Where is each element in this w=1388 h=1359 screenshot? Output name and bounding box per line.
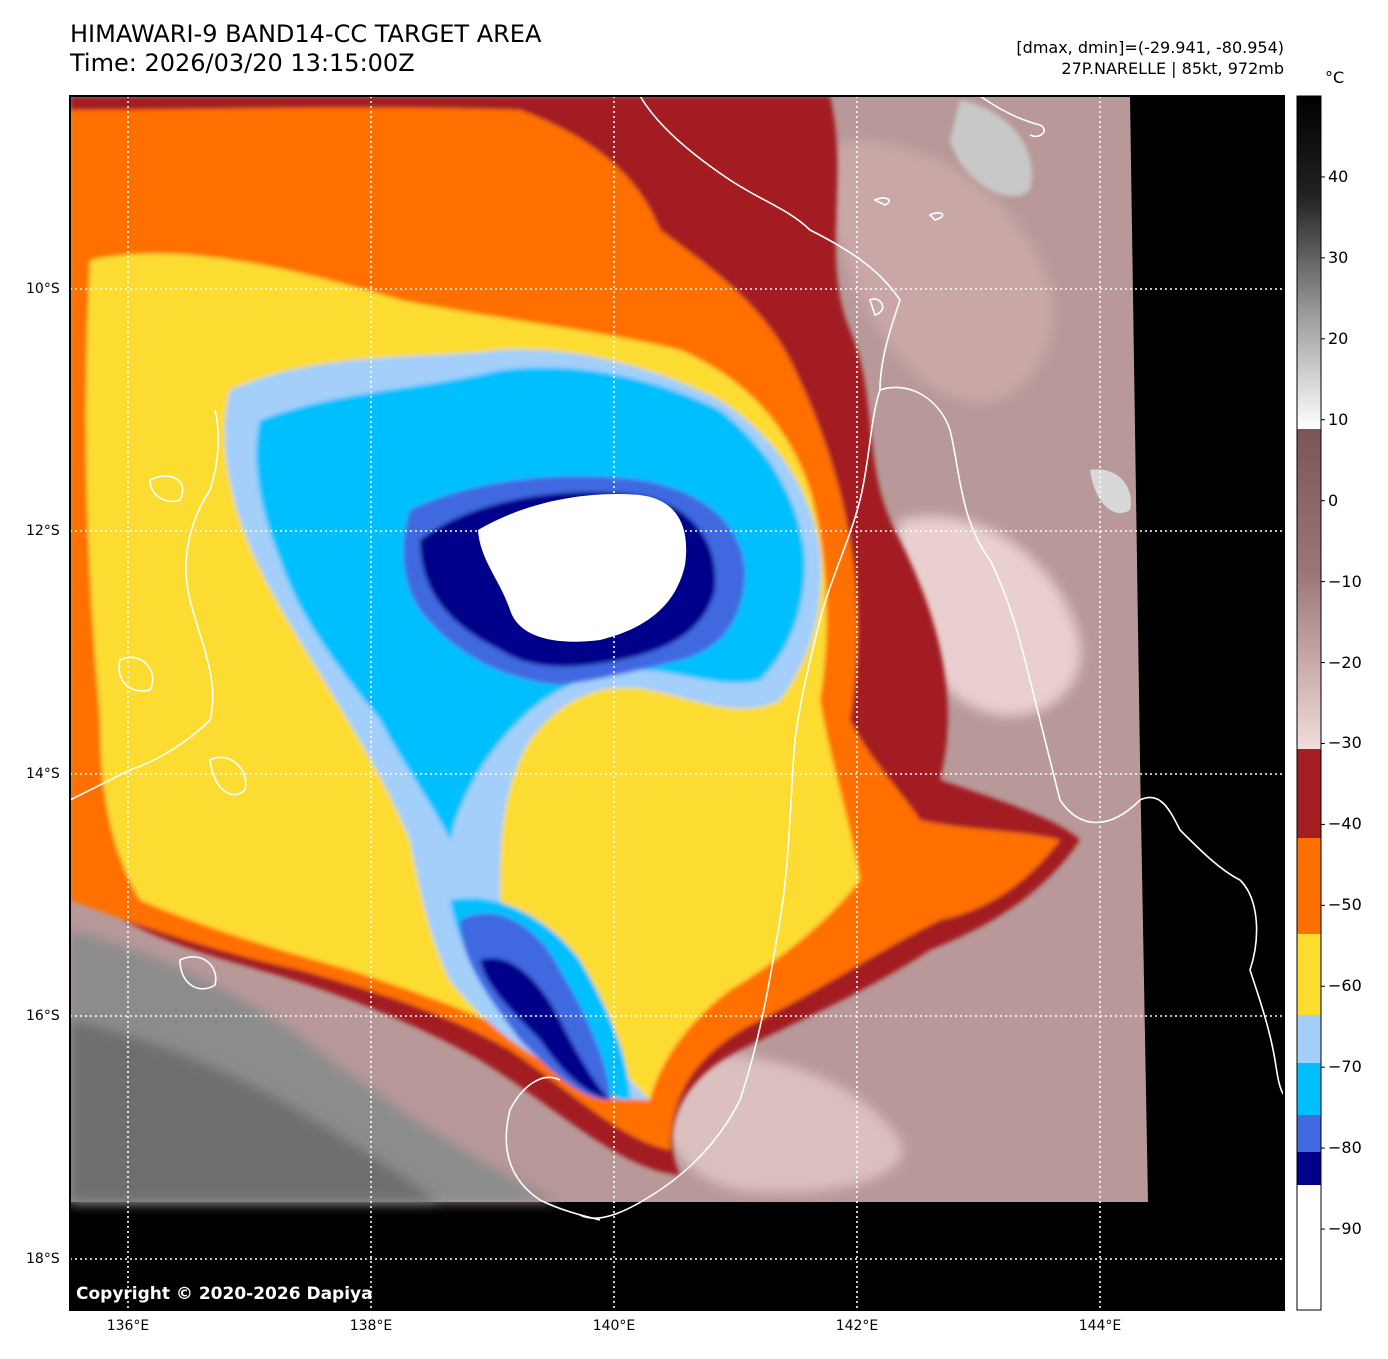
colorbar bbox=[1296, 95, 1325, 1311]
lon-label-136e: 136°E bbox=[106, 1318, 150, 1334]
colorbar-gray-segment bbox=[1297, 96, 1321, 429]
colorbar-tick-label: −80 bbox=[1328, 1138, 1362, 1158]
colorbar-royalblue-segment bbox=[1297, 1115, 1321, 1152]
colorbar-cyan-segment bbox=[1297, 1063, 1321, 1115]
valid-time: Time: 2026/03/20 13:15:00Z bbox=[70, 49, 415, 77]
colorbar-tick-label: −60 bbox=[1328, 976, 1362, 996]
gridlines bbox=[70, 96, 1284, 1310]
lat-label-10s: 10°S bbox=[26, 281, 60, 297]
colorbar-tick-label: −50 bbox=[1328, 895, 1362, 915]
map-frame bbox=[69, 95, 1285, 1311]
cloud-layer-minus84b bbox=[480, 958, 610, 1100]
land-surface-dark bbox=[70, 1020, 440, 1202]
colorbar-tick-label: 30 bbox=[1328, 247, 1349, 267]
colorbar-navy-segment bbox=[1297, 1152, 1321, 1185]
lat-label-14s: 14°S bbox=[26, 766, 60, 782]
colorbar-orange-segment bbox=[1297, 838, 1321, 934]
lat-label-16s: 16°S bbox=[26, 1008, 60, 1024]
meta-block: [dmax, dmin]=(-29.941, -80.954) 27P.NARE… bbox=[1016, 37, 1284, 79]
colorbar-brown-segment bbox=[1297, 429, 1321, 749]
imagery bbox=[70, 96, 1284, 1310]
colorbar-darkred-segment bbox=[1297, 749, 1321, 838]
lon-label-142e: 142°E bbox=[835, 1318, 879, 1334]
lon-label-144e: 144°E bbox=[1078, 1318, 1122, 1334]
colorbar-tick-label: 0 bbox=[1328, 490, 1339, 510]
colorbar-unit: °C bbox=[1325, 68, 1345, 87]
colorbar-tick-label: −70 bbox=[1328, 1057, 1362, 1077]
colorbar-tick-label: −40 bbox=[1328, 814, 1362, 834]
lat-label-18s: 18°S bbox=[26, 1251, 60, 1267]
colorbar-tick-label: 10 bbox=[1328, 409, 1349, 429]
colorbar-tick-label: −20 bbox=[1328, 652, 1362, 672]
colorbar-yellow-segment bbox=[1297, 934, 1321, 1015]
colorbar-tick-label: 40 bbox=[1328, 166, 1349, 186]
colorbar-lightblue-segment bbox=[1297, 1015, 1321, 1063]
colorbar-frame bbox=[1296, 95, 1322, 1311]
colorbar-tick-label: −90 bbox=[1328, 1219, 1362, 1239]
colorbar-tick-label: −10 bbox=[1328, 571, 1362, 591]
title-block: HIMAWARI-9 BAND14-CC TARGET AREA Time: 2… bbox=[70, 20, 541, 78]
pink-patch-3 bbox=[654, 1054, 903, 1193]
colorbar-tick-label: −30 bbox=[1328, 733, 1362, 753]
colorbar-white-segment bbox=[1297, 1185, 1321, 1310]
coastlines bbox=[70, 96, 1284, 1221]
dmax-dmin-readout: [dmax, dmin]=(-29.941, -80.954) bbox=[1016, 38, 1284, 57]
lat-label-12s: 12°S bbox=[26, 523, 60, 539]
colorbar-tick-label: 20 bbox=[1328, 328, 1349, 348]
gray-patch-2 bbox=[1090, 469, 1131, 514]
lon-label-140e: 140°E bbox=[592, 1318, 636, 1334]
storm-info: 27P.NARELLE | 85kt, 972mb bbox=[1061, 59, 1284, 78]
copyright-notice: Copyright © 2020-2026 Dapiya bbox=[76, 1284, 373, 1304]
pink-patch-1 bbox=[820, 142, 1053, 404]
gray-patch-1 bbox=[950, 100, 1032, 197]
product-title: HIMAWARI-9 BAND14-CC TARGET AREA bbox=[70, 20, 542, 48]
lon-label-138e: 138°E bbox=[349, 1318, 393, 1334]
